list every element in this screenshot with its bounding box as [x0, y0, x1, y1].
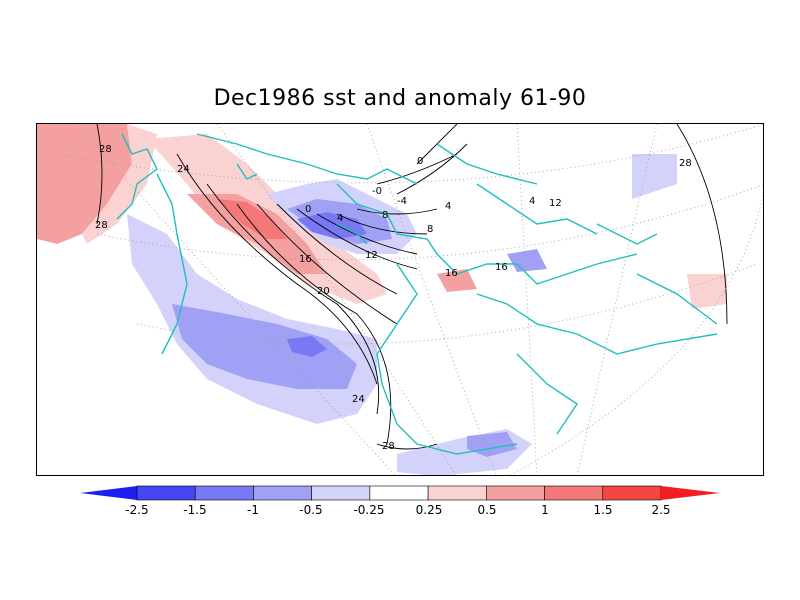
- colorbar-label: 0.5: [477, 503, 496, 517]
- map-panel: 28 24 28 0 4 8 12 16 20 24 28 -0 -4 4 8 …: [36, 123, 764, 476]
- contour-label: 12: [549, 198, 562, 209]
- cold-anomaly-east: [632, 154, 677, 199]
- contour-label: -4: [397, 196, 407, 207]
- map-title: Dec1986 sst and anomaly 61-90: [213, 86, 587, 111]
- contour-label: 24: [177, 164, 190, 175]
- contour-label: 12: [365, 250, 378, 261]
- contour-label: 0: [417, 156, 423, 167]
- colorbar-swatch: [486, 485, 545, 501]
- colorbar-label: 1.5: [593, 503, 612, 517]
- colorbar-label: 2.5: [651, 503, 670, 517]
- warm-anomaly-west: [37, 124, 132, 244]
- colorbar-swatch: [544, 485, 604, 501]
- colorbar-label: -1.5: [183, 503, 206, 517]
- colorbar-swatch: [253, 485, 312, 501]
- colorbar-label: -0.5: [299, 503, 322, 517]
- contour-label: 16: [495, 262, 508, 273]
- contour-label: 4: [337, 213, 343, 224]
- contour-label: 16: [299, 254, 312, 265]
- colorbar-label: 1: [541, 503, 549, 517]
- cold-anomaly-subtropic-core: [287, 336, 327, 357]
- contour-label: 4: [529, 196, 535, 207]
- colorbar-arrow-right: [661, 486, 720, 500]
- cold-anomaly-north-core: [297, 212, 367, 239]
- cold-anomaly-black-sea: [507, 249, 547, 272]
- contour-label: 16: [445, 268, 458, 279]
- warm-anomaly-atlantic-peak: [217, 199, 287, 239]
- colorbar-swatch: [602, 485, 662, 501]
- colorbar-swatch: [427, 485, 487, 501]
- colorbar-labels: -2.5 -1.5 -1 -0.5 -0.25 0.25 0.5 1 1.5 2…: [125, 503, 670, 517]
- colorbar-label: -2.5: [125, 503, 148, 517]
- colorbar-swatch: [369, 485, 429, 501]
- anomaly-shading: [37, 124, 727, 475]
- warm-anomaly-east: [687, 274, 727, 309]
- colorbar-swatch: [136, 485, 196, 501]
- contour-label: 8: [427, 224, 433, 235]
- contour-label: 28: [99, 144, 112, 155]
- contour-label: 28: [679, 158, 692, 169]
- warm-anomaly-med: [437, 269, 477, 292]
- colorbar-swatch: [311, 485, 371, 501]
- cold-anomaly-subtropic-mid: [172, 304, 357, 389]
- contour-label: -0: [372, 186, 382, 197]
- contour-label: 0: [305, 204, 311, 215]
- contour-label: 20: [317, 286, 330, 297]
- colorbar-swatches: [80, 485, 720, 501]
- coastlines: [116, 133, 718, 455]
- warm-anomaly-west-light: [82, 124, 157, 244]
- colorbar-label: -1: [247, 503, 259, 517]
- contour-label: 28: [95, 220, 108, 231]
- contour-label: 28: [382, 441, 395, 452]
- warm-anomaly-atlantic-core: [187, 194, 327, 274]
- contour-label: 24: [352, 394, 365, 405]
- map-canvas: 28 24 28 0 4 8 12 16 20 24 28 -0 -4 4 8 …: [37, 124, 763, 475]
- colorbar-arrow-left: [80, 486, 137, 500]
- colorbar-swatch: [194, 485, 254, 501]
- sst-contours: [96, 124, 728, 450]
- contour-label: 4: [445, 201, 451, 212]
- colorbar-label: -0.25: [353, 503, 384, 517]
- contour-label: 8: [382, 210, 388, 221]
- colorbar-label: 0.25: [416, 503, 443, 517]
- graticule: [56, 124, 763, 475]
- contour-labels: 28 24 28 0 4 8 12 16 20 24 28 -0 -4 4 8 …: [95, 144, 692, 452]
